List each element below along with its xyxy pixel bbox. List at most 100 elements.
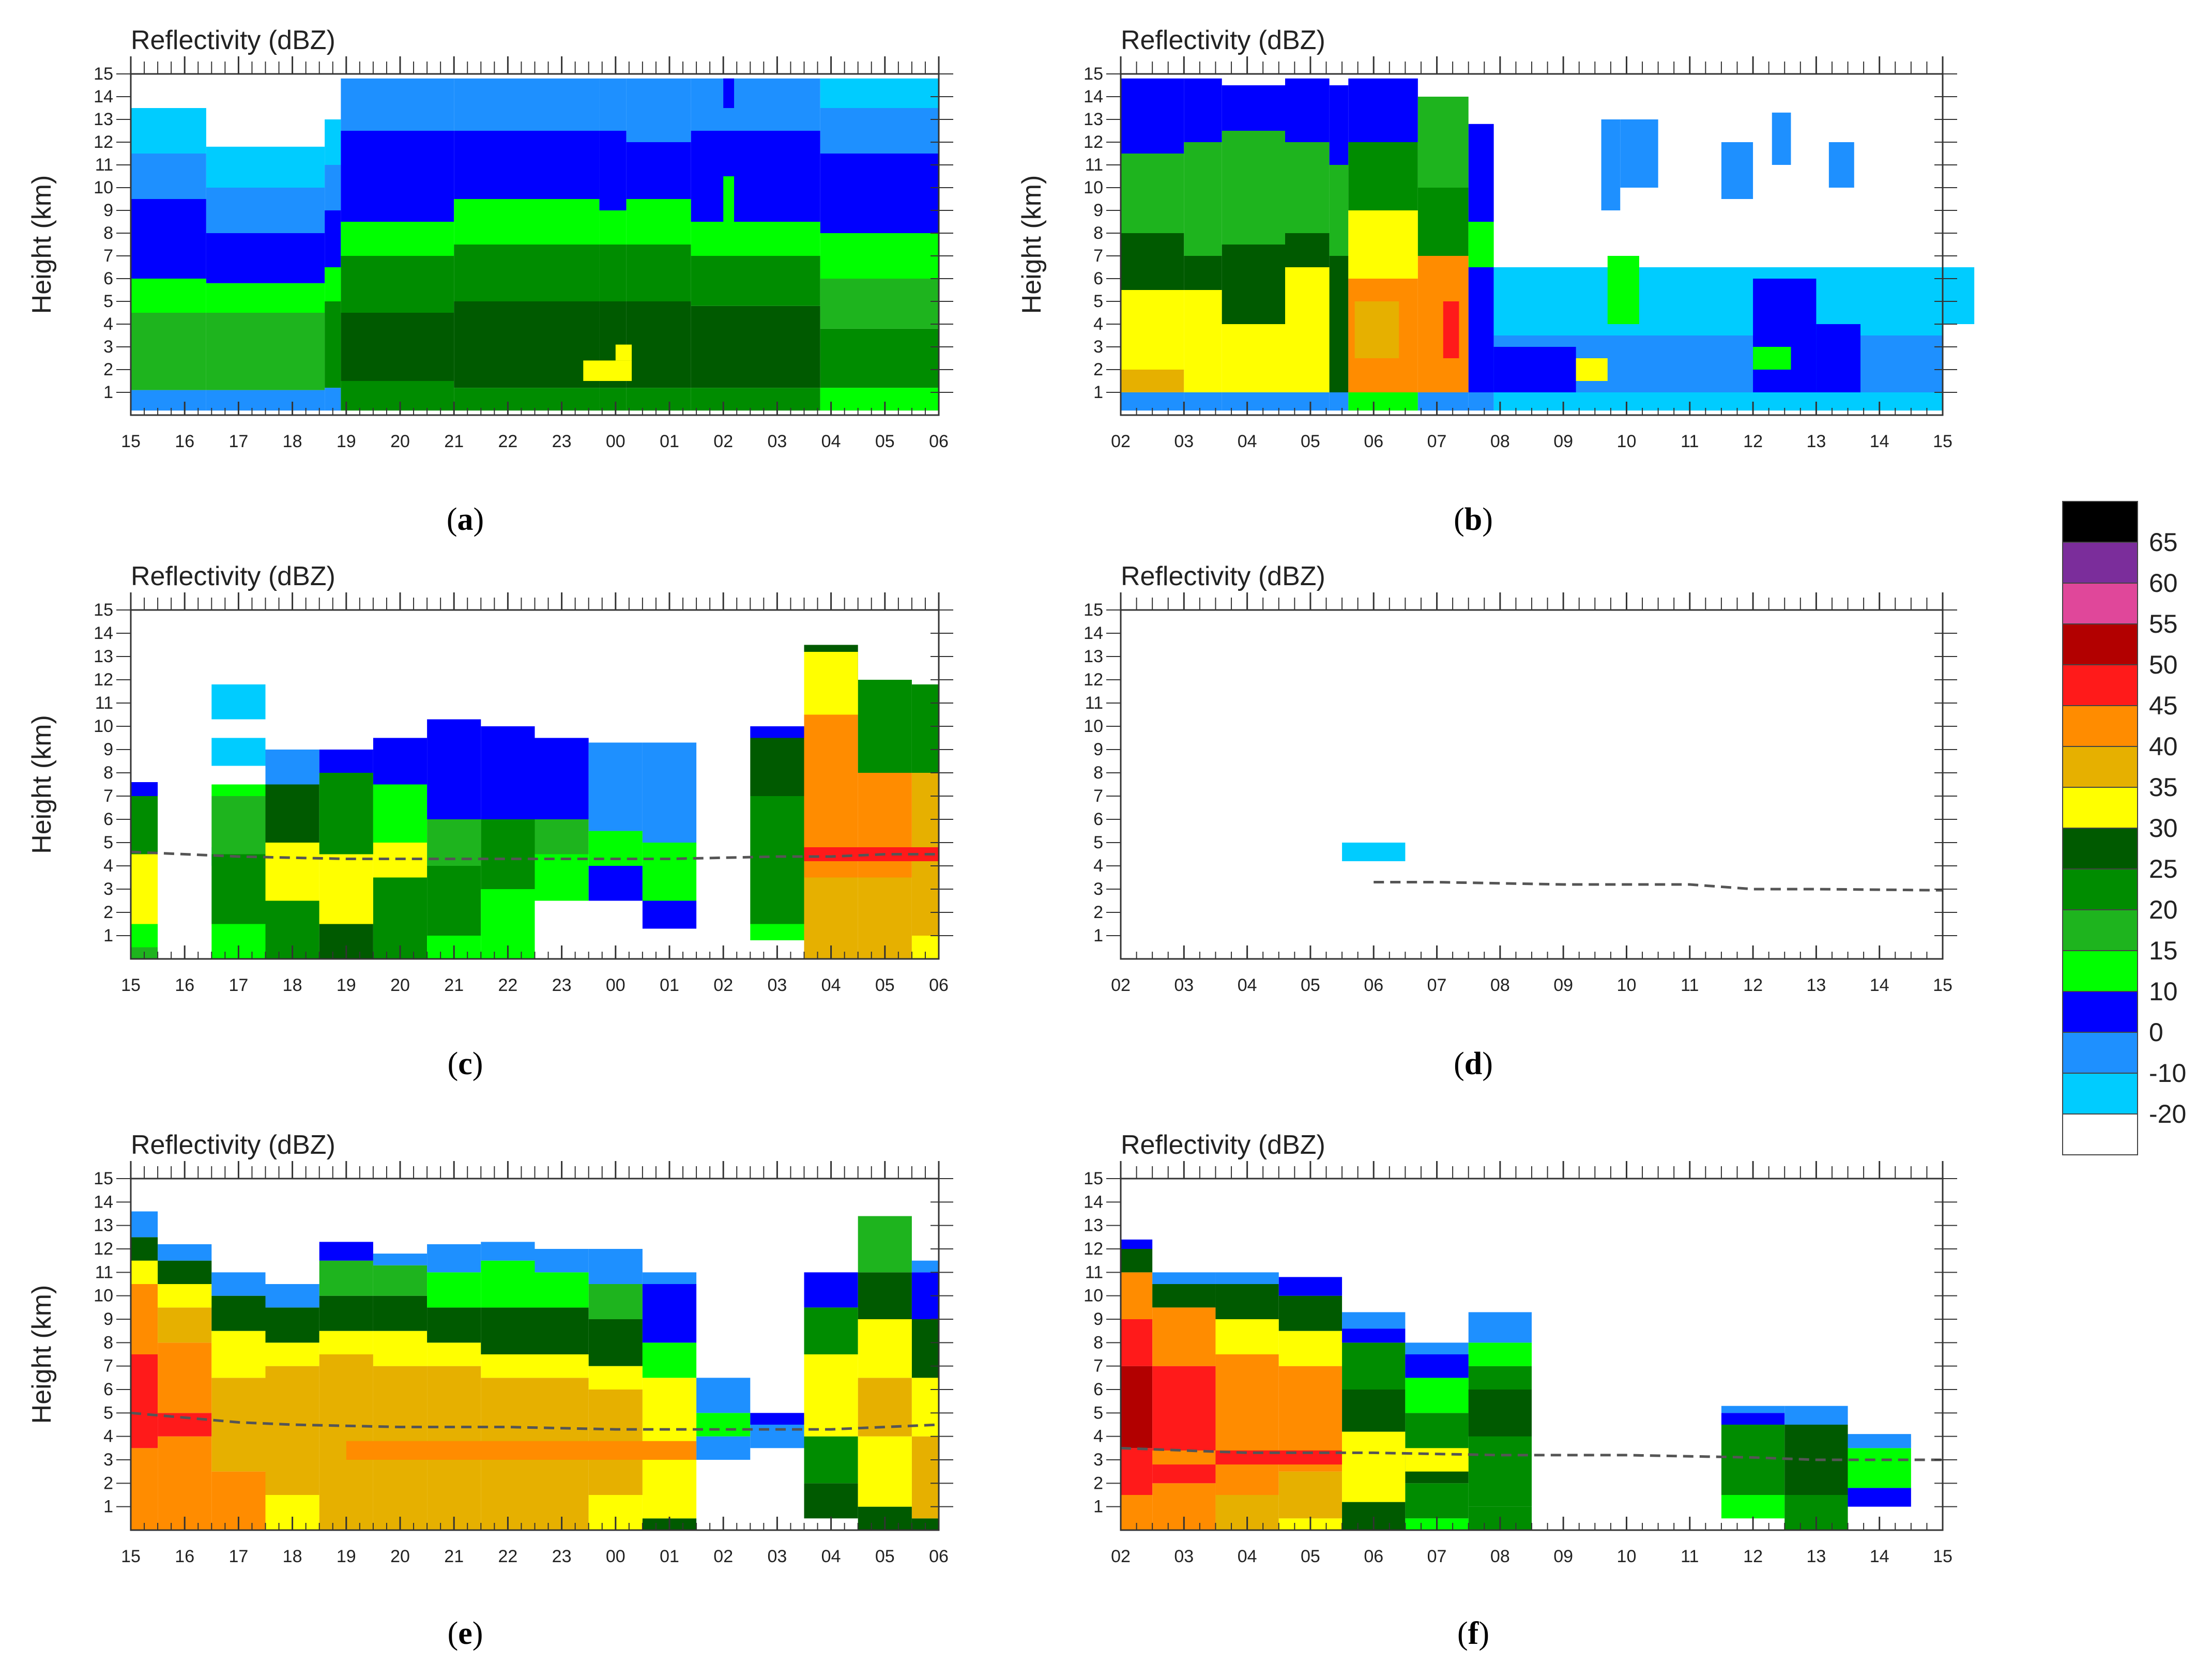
y-tick-label: 3 [1093,337,1103,357]
x-tick-label: 04 [1238,975,1257,995]
colorbar-swatch [2062,583,2138,624]
reflectivity-cell [804,1307,858,1354]
reflectivity-cell [723,176,735,233]
reflectivity-cell [373,738,428,785]
reflectivity-cell [1348,78,1418,142]
reflectivity-cell [319,854,373,924]
x-tick-label: 05 [875,432,895,451]
reflectivity-cell [1152,1366,1216,1484]
y-tick-label: 9 [103,740,113,759]
x-tick-label: 23 [552,1547,572,1566]
x-tick-label: 20 [390,975,410,995]
y-tick-label: 4 [1093,314,1103,334]
y-tick-label: 8 [1093,223,1103,243]
x-tick-label: 03 [1174,975,1194,995]
x-tick-label: 03 [767,432,787,451]
x-tick-label: 12 [1743,432,1763,451]
reflectivity-cell [481,1242,535,1261]
reflectivity-cell [1278,1277,1343,1296]
reflectivity-cell [481,1354,535,1378]
x-tick-label: 18 [283,432,302,451]
colorbar-swatch [2062,1073,2138,1115]
reflectivity-cell [1222,245,1285,324]
reflectivity-cell [626,142,691,199]
x-tick-label: 17 [228,975,248,995]
y-tick-label: 9 [1093,201,1103,220]
reflectivity-cell [588,742,643,831]
reflectivity-cell [319,1295,373,1331]
colorbar-swatch [2062,746,2138,788]
reflectivity-cell [1184,256,1222,290]
reflectivity-cell [454,245,600,301]
reflectivity-cell [373,1265,428,1296]
reflectivity-cell [1405,1448,1469,1472]
reflectivity-cell [131,796,158,854]
y-tick-label: 5 [1093,833,1103,852]
reflectivity-cell [911,1378,939,1437]
reflectivity-cell [1848,1488,1911,1507]
reflectivity-cell [1152,1272,1216,1284]
reflectivity-cell [1215,1319,1279,1354]
reflectivity-cell [1721,1425,1785,1495]
y-tick-label: 3 [103,337,113,357]
y-tick-label: 3 [103,879,113,899]
reflectivity-cell [1405,1483,1469,1519]
y-tick-label: 13 [94,1216,113,1235]
y-tick-label: 11 [95,1262,113,1282]
reflectivity-cell [750,738,804,796]
reflectivity-cell [1121,1319,1153,1366]
y-tick-label: 1 [103,926,113,945]
reflectivity-cell [642,1425,697,1519]
y-tick-label: 11 [1085,1262,1103,1282]
reflectivity-cell [325,165,341,210]
reflectivity-cell [427,1272,481,1308]
reflectivity-cell [1329,165,1349,256]
x-tick-label: 20 [390,432,410,451]
reflectivity-cell [1285,267,1330,392]
x-tick-label: 01 [660,1547,679,1566]
reflectivity-cell [804,877,858,959]
x-tick-label: 15 [121,975,141,995]
panel-title: Reflectivity (dBZ) [131,561,335,591]
x-tick-label: 05 [875,975,895,995]
x-tick-label: 18 [283,975,302,995]
reflectivity-cell [206,233,325,283]
x-tick-label: 15 [121,432,141,451]
x-tick-label: 15 [1933,975,1952,995]
colorbar-label: 20 [2149,895,2178,924]
reflectivity-cell [535,1307,589,1354]
reflectivity-cell [804,1436,858,1484]
reflectivity-cell [1468,222,1494,267]
reflectivity-cell [1601,119,1621,210]
freezing-level-line [1374,881,1943,892]
y-tick-label: 9 [1093,1309,1103,1329]
x-tick-label: 04 [1238,1547,1257,1566]
reflectivity-cell [211,1425,266,1472]
panel-a: 15 16 17 18 19 20 21 22 23 00 01 02 03 04 05 0612345678… [27,25,953,537]
reflectivity-cell [1342,1390,1406,1432]
y-tick-label: 12 [94,1239,113,1259]
reflectivity-cell [427,1244,481,1273]
x-tick-label: 21 [444,975,464,995]
reflectivity-cell [804,847,939,861]
reflectivity-cell [158,1260,212,1284]
y-tick-label: 2 [1093,903,1103,922]
reflectivity-cell [131,313,206,390]
panel-c: 15 16 17 18 19 20 21 22 23 00 01 02 03 04 05 0612345678… [27,561,953,1081]
reflectivity-cell [1405,1378,1469,1413]
reflectivity-cell [750,796,804,924]
y-tick-label: 8 [1093,1333,1103,1352]
y-tick-label: 6 [103,810,113,829]
reflectivity-cell [642,1378,697,1425]
panel-caption: (f) [1457,1616,1489,1651]
reflectivity-cell [341,381,454,411]
x-tick-label: 18 [283,1547,302,1566]
reflectivity-cell [319,773,373,854]
y-tick-label: 12 [1084,670,1103,690]
panel-title: Reflectivity (dBZ) [131,25,335,55]
x-tick-label: 16 [175,975,194,995]
reflectivity-cell [481,1260,535,1308]
x-tick-label: 03 [1174,1547,1194,1566]
x-tick-label: 09 [1553,432,1573,451]
reflectivity-cell [1278,1471,1343,1519]
